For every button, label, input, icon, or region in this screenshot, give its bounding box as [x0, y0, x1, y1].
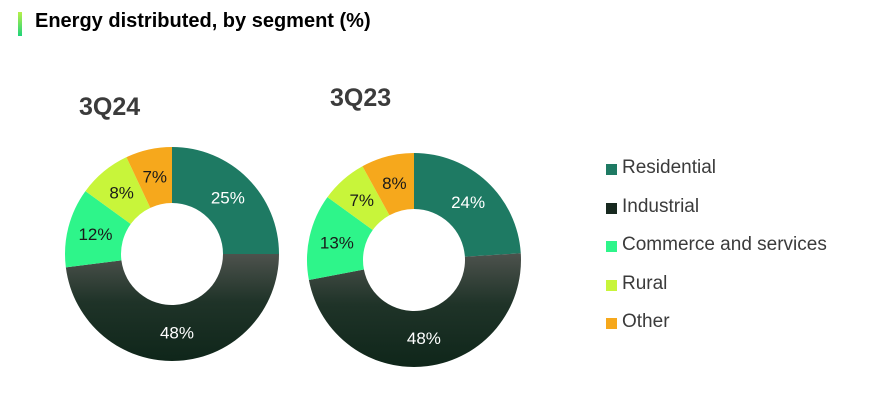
legend-swatch — [606, 202, 617, 214]
slice-label-residential: 25% — [211, 189, 245, 208]
slice-label-other: 7% — [142, 167, 167, 186]
slice-other — [362, 153, 414, 216]
donut-chart-3q24: 25% 48% 12% 8% 7% — [65, 147, 280, 361]
slice-label-rural: 8% — [109, 184, 134, 203]
legend-item-residential: Residential — [606, 156, 827, 195]
slice-commerce-and-services — [307, 197, 373, 281]
legend-item-rural: Rural — [606, 272, 827, 311]
slice-industrial — [308, 253, 521, 368]
legend-swatch — [606, 164, 617, 175]
legend-label: Other — [622, 311, 670, 332]
slice-residential — [414, 153, 521, 257]
slice-residential — [172, 147, 279, 254]
title-accent-bar — [18, 12, 22, 36]
slice-label-other: 8% — [382, 174, 407, 193]
donut-chart-3q23: 24% 48% 13% 7% 8% — [307, 153, 521, 368]
slice-rural — [327, 166, 390, 231]
slice-industrial — [65, 254, 280, 361]
slice-label-commerce-and-services: 13% — [320, 233, 354, 252]
page-title: Energy distributed, by segment (%) — [35, 10, 371, 32]
slice-rural — [85, 157, 151, 225]
legend-item-other: Other — [606, 310, 827, 349]
legend: Residential Industrial Commerce and serv… — [606, 156, 827, 349]
slice-label-industrial: 48% — [407, 329, 441, 348]
legend-label: Commerce and services — [622, 234, 827, 255]
legend-label: Residential — [622, 157, 716, 178]
chart-title-3q23: 3Q23 — [330, 84, 392, 112]
slice-label-commerce-and-services: 12% — [78, 225, 112, 244]
slice-commerce-and-services — [65, 191, 131, 268]
chart-title-3q24: 3Q24 — [79, 93, 141, 121]
slice-label-residential: 24% — [451, 193, 485, 212]
legend-label: Rural — [622, 272, 668, 294]
legend-swatch — [606, 279, 617, 291]
slice-label-industrial: 48% — [160, 323, 194, 342]
legend-item-commerce-and-services: Commerce and services — [606, 233, 827, 272]
legend-label: Industrial — [622, 195, 700, 217]
legend-swatch — [606, 318, 617, 329]
legend-swatch — [606, 241, 617, 252]
legend-item-industrial: Industrial — [606, 195, 827, 234]
slice-label-rural: 7% — [349, 191, 374, 210]
slice-other — [126, 147, 172, 208]
